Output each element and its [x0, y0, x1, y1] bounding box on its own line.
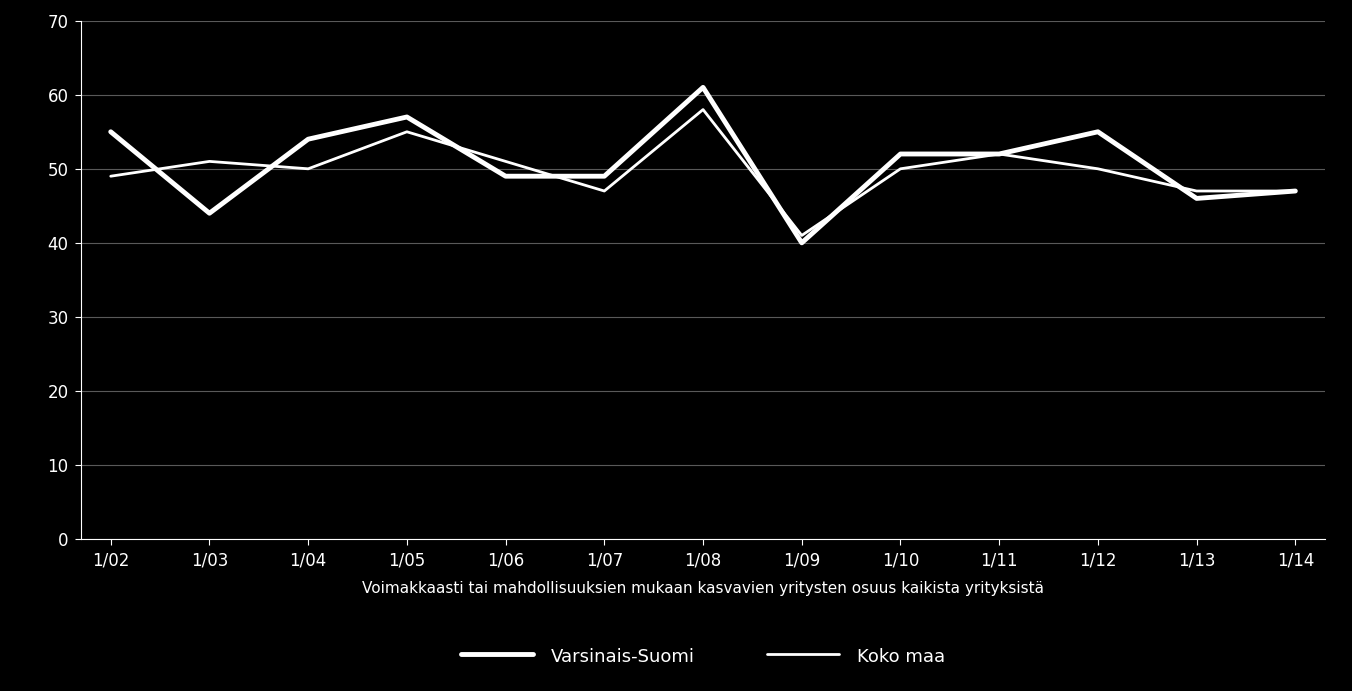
Varsinais-Suomi [1188, 194, 1205, 202]
Varsinais-Suomi [695, 83, 711, 91]
Koko maa [1188, 187, 1205, 195]
Koko maa [695, 106, 711, 114]
Varsinais-Suomi [498, 172, 514, 180]
Line: Varsinais-Suomi: Varsinais-Suomi [111, 87, 1295, 243]
Koko maa [892, 164, 909, 173]
Koko maa [399, 128, 415, 136]
Varsinais-Suomi [300, 135, 316, 143]
Varsinais-Suomi [991, 150, 1007, 158]
X-axis label: Voimakkaasti tai mahdollisuuksien mukaan kasvavien yritysten osuus kaikista yrit: Voimakkaasti tai mahdollisuuksien mukaan… [362, 580, 1044, 596]
Varsinais-Suomi [596, 172, 612, 180]
Koko maa [991, 150, 1007, 158]
Varsinais-Suomi [1090, 128, 1106, 136]
Varsinais-Suomi [1287, 187, 1303, 195]
Varsinais-Suomi [399, 113, 415, 121]
Legend: Varsinais-Suomi, Koko maa: Varsinais-Suomi, Koko maa [452, 638, 955, 675]
Koko maa [300, 164, 316, 173]
Varsinais-Suomi [103, 128, 119, 136]
Varsinais-Suomi [794, 238, 810, 247]
Line: Koko maa: Koko maa [111, 110, 1295, 236]
Koko maa [1090, 164, 1106, 173]
Koko maa [794, 231, 810, 240]
Koko maa [201, 158, 218, 166]
Koko maa [596, 187, 612, 195]
Varsinais-Suomi [892, 150, 909, 158]
Koko maa [103, 172, 119, 180]
Koko maa [498, 158, 514, 166]
Varsinais-Suomi [201, 209, 218, 218]
Koko maa [1287, 187, 1303, 195]
